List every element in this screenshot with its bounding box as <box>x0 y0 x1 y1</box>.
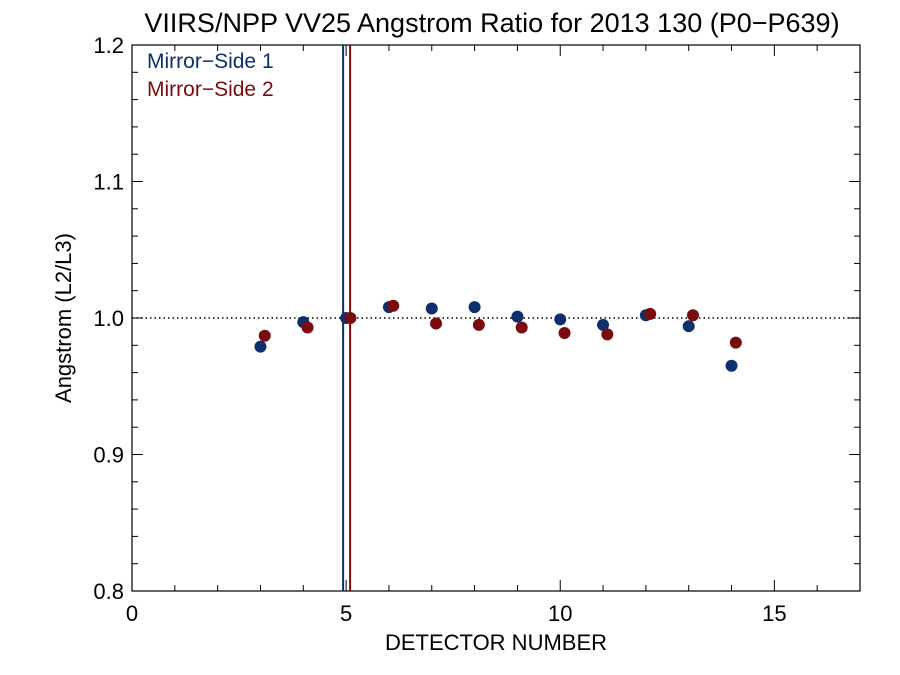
point-series-2 <box>430 317 443 330</box>
y-tick-label: 0.8 <box>93 579 124 604</box>
point-series-2 <box>644 307 657 320</box>
y-tick-label: 1.1 <box>93 170 124 195</box>
point-series-2 <box>258 329 271 342</box>
y-tick-label: 0.9 <box>93 443 124 468</box>
point-series-1 <box>597 318 610 331</box>
point-series-2 <box>558 327 571 340</box>
tick-labels: 0 5 10 15 0.8 0.9 1.0 1.1 1.2 <box>93 33 786 626</box>
x-tick-label: 10 <box>548 601 572 626</box>
point-series-2 <box>686 309 699 322</box>
data-points <box>254 299 742 372</box>
point-series-2 <box>301 321 314 334</box>
y-axis-label: Angstrom (L2/L3) <box>51 233 76 403</box>
point-series-2 <box>387 299 400 312</box>
point-series-2 <box>729 336 742 349</box>
point-series-2 <box>472 318 485 331</box>
point-series-1 <box>511 310 524 323</box>
point-series-2 <box>344 312 357 324</box>
axis-ticks <box>131 44 861 592</box>
point-series-2 <box>515 321 528 334</box>
legend-entry-mirror-side-2: Mirror−Side 2 <box>147 78 274 101</box>
chart-title: VIIRS/NPP VV25 Angstrom Ratio for 2013 1… <box>144 8 839 38</box>
x-tick-label: 15 <box>762 601 786 626</box>
y-tick-label: 1.0 <box>93 306 124 331</box>
y-tick-label: 1.2 <box>93 33 124 58</box>
point-series-1 <box>554 313 567 326</box>
point-series-2 <box>601 328 614 341</box>
point-series-1 <box>682 320 695 333</box>
x-axis-label: DETECTOR NUMBER <box>385 630 607 655</box>
legend-entry-mirror-side-1: Mirror−Side 1 <box>147 50 274 73</box>
point-series-1 <box>725 359 738 372</box>
point-series-1 <box>468 301 481 314</box>
x-tick-label: 0 <box>126 601 138 626</box>
point-series-1 <box>425 302 438 315</box>
x-tick-label: 5 <box>340 601 352 626</box>
point-series-1 <box>254 340 267 353</box>
